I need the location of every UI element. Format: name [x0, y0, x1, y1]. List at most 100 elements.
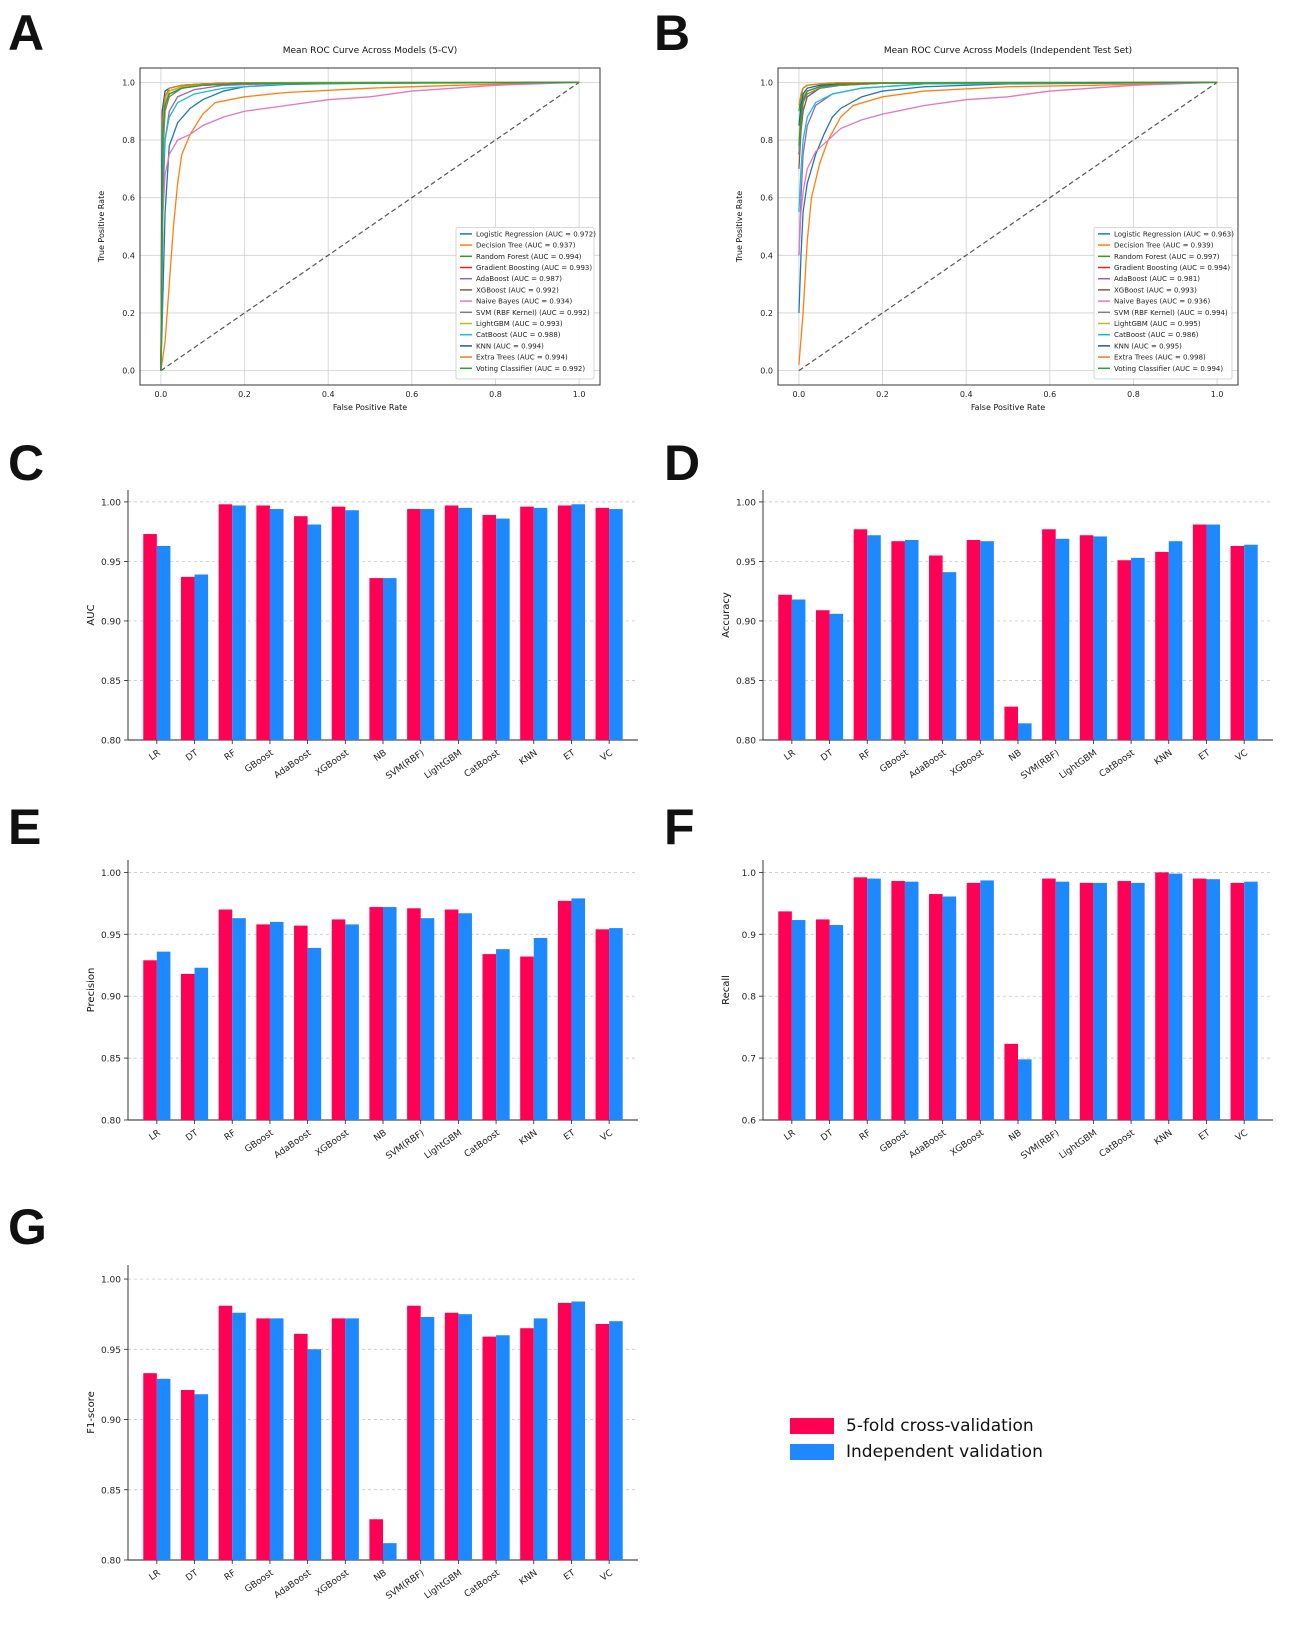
x-tick-label: RF: [223, 1568, 238, 1583]
y-tick-label: 1.0: [742, 869, 757, 879]
chart-title: Mean ROC Curve Across Models (5-CV): [283, 46, 457, 56]
bar-LR-0: [143, 1373, 157, 1560]
y-tick-label: 0.6: [760, 194, 773, 203]
panel-label-g: G: [8, 1199, 47, 1255]
x-tick-label: LightGBM: [1058, 1128, 1099, 1161]
roc-curve-6: [798, 81, 1218, 256]
bar-legend: 5-fold cross-validation Independent vali…: [790, 1413, 1043, 1465]
y-tick-label: 0.4: [760, 251, 773, 260]
plot-frame: [777, 67, 1239, 386]
x-tick-label: AdaBoost: [273, 1568, 314, 1601]
bar-LR-1: [156, 1378, 171, 1560]
roc-legend-box: [1093, 226, 1233, 380]
bar-XGBoost-1: [345, 510, 359, 740]
bar-ET-1: [571, 504, 586, 740]
bar-NB-1: [1018, 723, 1032, 740]
bar-GBoost-0: [256, 924, 270, 1120]
bar-ET-1: [571, 898, 586, 1120]
bar-DT-1: [829, 613, 844, 740]
x-tick-label: XGBoost: [949, 1128, 987, 1159]
bar-AdaBoost-1: [307, 524, 322, 740]
f1-bar-chart: 0.80 0.85 0.90 0.95 1.00 F1-score LR DT RF GBoost…: [86, 1265, 638, 1602]
bar-XGBoost-1: [980, 541, 994, 740]
bar-DT-0: [180, 973, 195, 1120]
x-tick-label: KNN: [1153, 1128, 1175, 1147]
y-tick-label: 0.8: [742, 993, 757, 1003]
x-tick-label: RF: [223, 1128, 238, 1143]
x-tick-label: GBoost: [243, 1128, 276, 1155]
bar-RF-1: [867, 535, 881, 740]
bar-CatBoost-0: [482, 1336, 497, 1560]
bar-SVM(RBF)-1: [420, 1316, 435, 1560]
x-tick-label: RF: [858, 748, 873, 763]
bar-NB-0: [1004, 1043, 1018, 1120]
bar-CatBoost-0: [1117, 560, 1132, 740]
roc-curve-6: [160, 81, 580, 371]
y-tick-label: 0.6: [742, 1117, 757, 1127]
bar-DT-1: [194, 967, 209, 1120]
x-tick-label: KNN: [518, 1568, 540, 1587]
x-tick-label: 1.0: [1211, 390, 1224, 399]
y-tick-label: 0.90: [101, 1416, 121, 1426]
bar-DT-0: [815, 919, 830, 1120]
bar-KNN-1: [1168, 541, 1183, 740]
bar-XGBoost-0: [331, 1318, 346, 1560]
bar-XGBoost-1: [980, 880, 994, 1120]
bar-AdaBoost-1: [307, 947, 322, 1120]
bar-NB-0: [369, 1519, 383, 1560]
x-tick-label: SVM(RBF): [384, 1128, 426, 1162]
roc-legend-label: KNN (AUC = 0.995): [1114, 342, 1182, 350]
roc-legend-label: LightGBM (AUC = 0.995): [1114, 320, 1201, 328]
x-tick-label: XGBoost: [314, 1568, 352, 1599]
roc-curve-5: [798, 81, 1218, 169]
x-tick-label: 0.0: [155, 390, 168, 399]
roc-curve-1: [798, 81, 1218, 365]
y-tick-label: 0.6: [122, 194, 135, 203]
bar-SVM(RBF)-1: [420, 509, 435, 740]
bar-GBoost-0: [256, 505, 270, 740]
bar-RF-1: [232, 918, 246, 1120]
y-tick-label: 0.85: [101, 1055, 121, 1065]
precision-bar-chart: 0.80 0.85 0.90 0.95 1.00 Precision LR DT RF GBoos…: [86, 860, 638, 1162]
bar-LightGBM-1: [458, 913, 472, 1120]
x-tick-label: LightGBM: [1058, 748, 1099, 781]
bar-XGBoost-0: [966, 540, 981, 740]
x-tick-label: VC: [1234, 1128, 1250, 1143]
x-tick-label: AdaBoost: [908, 748, 949, 781]
bar-GBoost-1: [269, 1318, 284, 1560]
roc-legend-label: Gradient Boosting (AUC = 0.993): [476, 264, 592, 272]
bar-KNN-0: [520, 506, 534, 740]
bar-KNN-1: [533, 507, 548, 740]
x-tick-label: LightGBM: [423, 1128, 464, 1161]
roc-legend-label: Gradient Boosting (AUC = 0.994): [1114, 264, 1230, 272]
roc-legend-label: Logistic Regression (AUC = 0.972): [476, 230, 596, 238]
bar-CatBoost-1: [496, 949, 510, 1120]
x-tick-label: KNN: [518, 748, 540, 767]
x-tick-label: 1.0: [573, 390, 586, 399]
bar-GBoost-0: [256, 1318, 270, 1560]
bar-CatBoost-1: [496, 1335, 510, 1560]
bar-XGBoost-1: [345, 1318, 359, 1560]
bar-ET-0: [1192, 524, 1207, 740]
bar-RF-0: [853, 877, 868, 1120]
x-tick-label: SVM(RBF): [384, 1568, 426, 1602]
bar-GBoost-0: [891, 881, 905, 1120]
roc-legend-label: CatBoost (AUC = 0.988): [476, 331, 561, 339]
roc-legend-label: Logistic Regression (AUC = 0.963): [1114, 230, 1234, 238]
bar-CatBoost-1: [1131, 882, 1145, 1120]
x-axis-label: False Positive Rate: [333, 403, 407, 412]
bar-RF-0: [218, 909, 233, 1120]
bar-ET-0: [1192, 878, 1207, 1120]
roc-legend-label: Extra Trees (AUC = 0.994): [476, 354, 568, 362]
x-tick-label: 0.0: [793, 390, 806, 399]
panel-label-a: A: [8, 5, 45, 61]
y-tick-label: 0.9: [742, 931, 757, 941]
bar-VC-0: [595, 507, 610, 740]
x-tick-label: 0.8: [1127, 390, 1140, 399]
x-tick-label: NB: [372, 748, 388, 764]
x-tick-label: GBoost: [878, 748, 911, 775]
x-tick-label: DT: [184, 1568, 200, 1584]
chart-title: Mean ROC Curve Across Models (Independen…: [884, 46, 1132, 56]
bar-XGBoost-0: [966, 882, 981, 1120]
x-tick-label: SVM(RBF): [384, 748, 426, 782]
